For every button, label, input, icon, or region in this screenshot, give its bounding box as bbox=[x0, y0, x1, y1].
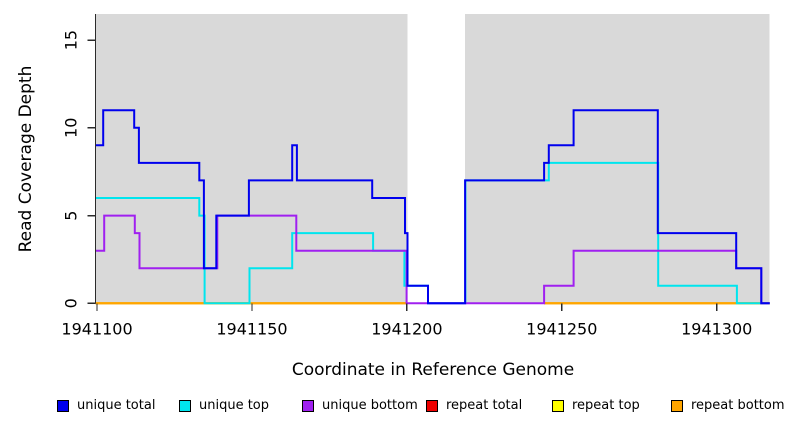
y-axis-title: Read Coverage Depth bbox=[16, 66, 36, 253]
legend-swatch-unique-total bbox=[57, 399, 69, 412]
x-tick-label: 1941300 bbox=[681, 319, 752, 338]
legend-label-repeat-top: repeat top bbox=[572, 398, 640, 413]
legend-swatch-repeat-bottom bbox=[671, 399, 683, 412]
x-tick-label: 1941250 bbox=[526, 319, 597, 338]
legend-label-unique-bottom: unique bottom bbox=[322, 398, 418, 413]
axes-layer: 0 5 10 15 1941100 1941150 1941200 1941250 194130… bbox=[61, 14, 752, 338]
y-tick-label: 0 bbox=[62, 298, 81, 308]
legend: unique total unique top unique bottom repea… bbox=[0, 398, 792, 418]
legend-swatch-repeat-total bbox=[426, 399, 438, 412]
x-tick-label: 1941200 bbox=[371, 319, 442, 338]
legend-label-repeat-total: repeat total bbox=[446, 398, 523, 413]
y-tick-label: 5 bbox=[62, 211, 81, 221]
legend-swatch-repeat-top bbox=[552, 399, 564, 412]
series-unique-total bbox=[95, 109, 770, 305]
legend-item-repeat-top: repeat top bbox=[552, 398, 640, 413]
legend-item-unique-bottom: unique bottom bbox=[302, 398, 418, 413]
legend-item-unique-top: unique top bbox=[179, 398, 269, 413]
legend-item-repeat-bottom: repeat bottom bbox=[671, 398, 785, 413]
legend-label-repeat-bottom: repeat bottom bbox=[691, 398, 785, 413]
x-tick-label: 1941100 bbox=[61, 319, 132, 338]
legend-label-unique-total: unique total bbox=[77, 398, 156, 413]
legend-item-unique-total: unique total bbox=[57, 398, 155, 413]
legend-label-unique-top: unique top bbox=[199, 398, 270, 413]
plot-bg-region bbox=[464, 14, 770, 304]
plot-bg-region bbox=[95, 14, 408, 304]
plot-background bbox=[95, 14, 770, 304]
x-tick-label: 1941150 bbox=[216, 319, 287, 338]
y-tick-label: 10 bbox=[62, 118, 81, 138]
legend-swatch-unique-bottom bbox=[302, 399, 314, 412]
legend-swatch-unique-top bbox=[179, 399, 191, 412]
y-tick-label: 15 bbox=[62, 30, 81, 50]
x-axis-title: Coordinate in Reference Genome bbox=[292, 360, 574, 380]
legend-item-repeat-total: repeat total bbox=[426, 398, 522, 413]
series-layer bbox=[95, 109, 770, 305]
